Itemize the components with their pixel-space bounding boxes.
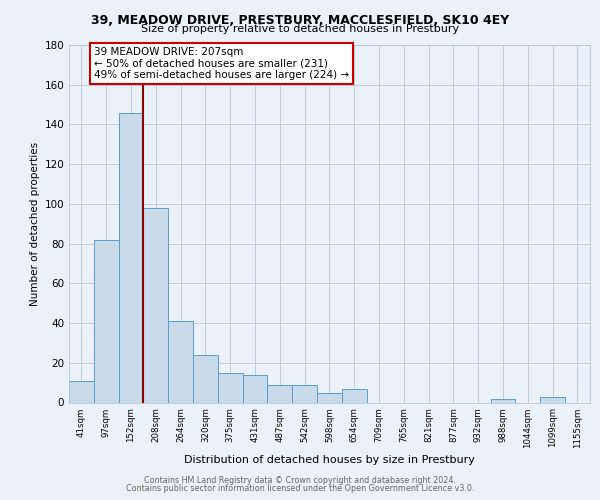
- X-axis label: Distribution of detached houses by size in Prestbury: Distribution of detached houses by size …: [184, 454, 475, 464]
- Text: Contains public sector information licensed under the Open Government Licence v3: Contains public sector information licen…: [126, 484, 474, 493]
- Bar: [242, 374, 268, 402]
- Text: Size of property relative to detached houses in Prestbury: Size of property relative to detached ho…: [141, 24, 459, 34]
- Bar: [69, 380, 94, 402]
- Bar: [168, 321, 193, 402]
- Bar: [540, 396, 565, 402]
- Bar: [94, 240, 119, 402]
- Bar: [317, 392, 342, 402]
- Bar: [143, 208, 168, 402]
- Text: 39, MEADOW DRIVE, PRESTBURY, MACCLESFIELD, SK10 4EY: 39, MEADOW DRIVE, PRESTBURY, MACCLESFIEL…: [91, 14, 509, 27]
- Bar: [491, 398, 515, 402]
- Bar: [268, 384, 292, 402]
- Text: Contains HM Land Registry data © Crown copyright and database right 2024.: Contains HM Land Registry data © Crown c…: [144, 476, 456, 485]
- Text: 39 MEADOW DRIVE: 207sqm
← 50% of detached houses are smaller (231)
49% of semi-d: 39 MEADOW DRIVE: 207sqm ← 50% of detache…: [94, 47, 349, 80]
- Bar: [193, 355, 218, 403]
- Bar: [119, 112, 143, 403]
- Bar: [292, 384, 317, 402]
- Y-axis label: Number of detached properties: Number of detached properties: [30, 142, 40, 306]
- Bar: [342, 388, 367, 402]
- Bar: [218, 372, 242, 402]
